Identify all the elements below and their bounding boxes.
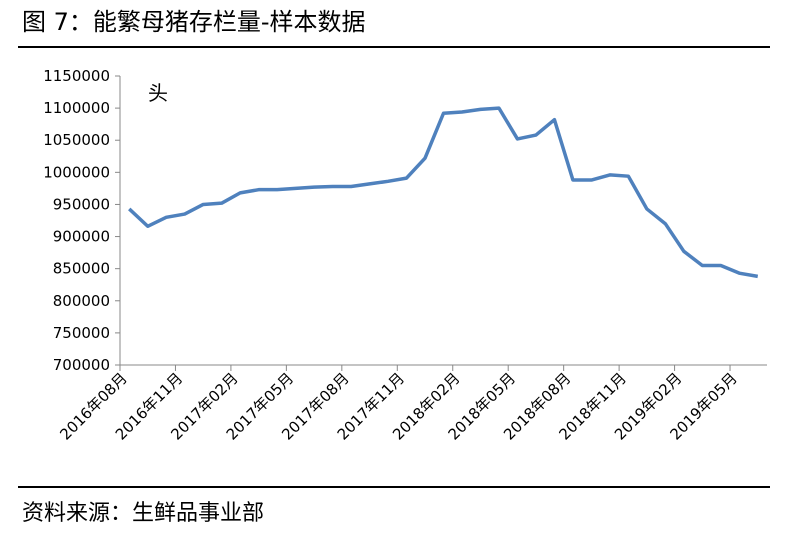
y-tick-label: 800000 [53, 292, 110, 310]
y-tick-label: 900000 [53, 228, 110, 246]
data-line [128, 106, 759, 279]
y-tick-label: 950000 [53, 195, 110, 213]
y-tick-label: 1000000 [43, 163, 110, 181]
y-tick-label: 750000 [53, 324, 110, 342]
y-axis-label: 头 [148, 81, 168, 105]
y-tick-label: 850000 [53, 260, 110, 278]
source: 资料来源：生鲜品事业部 [22, 501, 264, 526]
chart-title: 图 7：能繁母猪存栏量-样本数据 [22, 8, 366, 36]
y-tick-label: 700000 [53, 356, 110, 374]
y-tick-label: 1150000 [43, 67, 110, 85]
y-tick-label: 1050000 [43, 131, 110, 149]
y-tick-label: 1100000 [43, 99, 110, 117]
